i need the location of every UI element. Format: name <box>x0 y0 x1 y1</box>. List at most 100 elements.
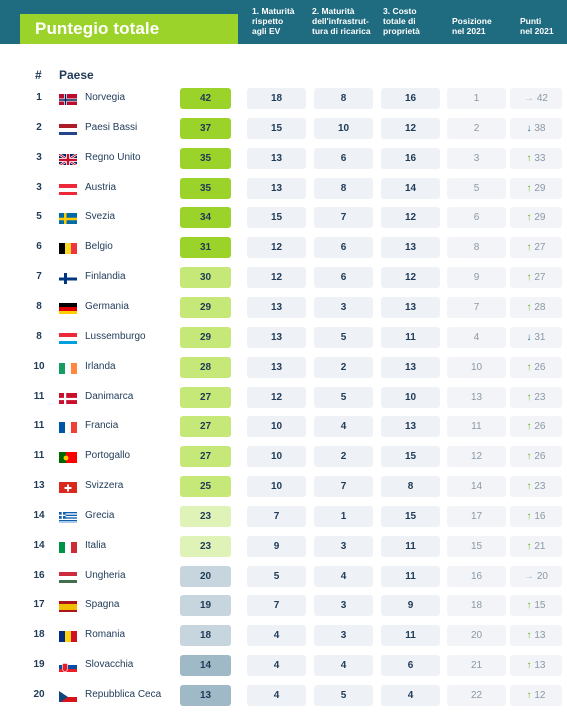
arrow-up-icon: ↑ <box>526 152 532 164</box>
ev-maturity-cell: 15 <box>247 117 306 139</box>
table-row: 11 Portogallo 27 10 2 15 12 ↑ 26 <box>0 442 567 472</box>
flag-gr-icon <box>59 511 77 523</box>
rank-column-header: # <box>35 68 42 82</box>
arrow-up-icon: ↑ <box>526 510 532 522</box>
country-column-header: Paese <box>59 68 94 82</box>
table-row: 20 Repubblica Ceca 13 4 5 4 22 ↑ 12 <box>0 681 567 711</box>
points-2021-value: 27 <box>531 272 546 284</box>
total-score-badge: 29 <box>180 296 231 318</box>
ev-maturity-cell: 4 <box>247 655 306 677</box>
flag-lu-icon <box>59 332 77 344</box>
ownership-cost-cell: 15 <box>381 446 440 468</box>
ownership-cost-cell: 9 <box>381 595 440 617</box>
table-row: 1 Norvegia 42 18 8 16 1 → 42 <box>0 84 567 114</box>
position-2021-cell: 10 <box>447 356 506 378</box>
points-2021-cell: ↑ 29 <box>510 207 562 229</box>
points-2021-value: 15 <box>531 600 546 612</box>
points-2021-cell: → 20 <box>510 565 562 587</box>
ev-maturity-cell: 15 <box>247 207 306 229</box>
points-2021-value: 12 <box>531 690 546 701</box>
position-2021-cell: 8 <box>447 237 506 259</box>
flag-es-icon <box>59 600 77 613</box>
position-2021-cell: 13 <box>447 386 506 408</box>
flag-it-icon <box>59 541 77 553</box>
points-2021-cell: ↑ 29 <box>510 177 562 199</box>
points-2021-cell: ↑ 15 <box>510 595 562 617</box>
flag-ro-icon <box>59 630 77 643</box>
flag-de-icon <box>59 302 77 314</box>
total-score-badge: 13 <box>180 685 231 706</box>
rank-cell: 8 <box>36 330 42 342</box>
ev-maturity-cell: 12 <box>247 267 306 289</box>
country-name: Lussemburgo <box>85 330 146 342</box>
charging-infra-cell: 2 <box>314 446 373 468</box>
flag-hu-icon <box>59 571 77 583</box>
table-row: 14 Italia 23 9 3 11 15 ↑ 21 <box>0 532 567 562</box>
arrow-up-icon: ↑ <box>526 272 532 284</box>
table-row: 14 Grecia 23 7 1 15 17 ↑ 16 <box>0 502 567 532</box>
total-score-badge: 34 <box>180 207 231 229</box>
header-col5: Punti nel 2021 <box>520 16 554 36</box>
points-2021-value: 16 <box>531 510 546 522</box>
table-row: 11 Danimarca 27 12 5 10 13 ↑ 23 <box>0 383 567 413</box>
flag-se-icon <box>59 212 77 225</box>
points-2021-value: 23 <box>531 391 546 403</box>
points-2021-cell: ↑ 26 <box>510 416 562 438</box>
arrow-up-icon: ↑ <box>526 182 532 194</box>
ev-maturity-cell: 13 <box>247 326 306 348</box>
ownership-cost-cell: 4 <box>381 685 440 706</box>
charging-infra-cell: 8 <box>314 88 373 109</box>
points-2021-value: 13 <box>531 630 546 642</box>
arrow-down-icon: ↓ <box>526 122 532 134</box>
position-2021-cell: 21 <box>447 655 506 677</box>
ownership-cost-cell: 11 <box>381 326 440 348</box>
flag-gb-icon <box>59 152 77 165</box>
points-2021-value: 21 <box>531 540 546 552</box>
rank-cell: 6 <box>36 241 42 253</box>
position-2021-cell: 20 <box>447 625 506 647</box>
points-2021-value: 13 <box>531 660 546 672</box>
charging-infra-cell: 4 <box>314 416 373 438</box>
ev-maturity-cell: 12 <box>247 386 306 408</box>
ev-maturity-cell: 7 <box>247 595 306 617</box>
country-name: Finlandia <box>85 271 126 283</box>
rank-cell: 11 <box>33 450 45 462</box>
arrow-up-icon: ↑ <box>526 242 532 254</box>
total-score-badge: 19 <box>180 595 231 617</box>
ownership-cost-cell: 15 <box>381 505 440 527</box>
arrow-right-icon: → <box>524 570 535 582</box>
total-score-badge: 29 <box>180 326 231 348</box>
ownership-cost-cell: 11 <box>381 625 440 647</box>
total-score-badge: 30 <box>180 267 231 289</box>
points-2021-cell: ↑ 23 <box>510 386 562 408</box>
rank-cell: 19 <box>33 659 45 671</box>
table-row: 8 Germania 29 13 3 13 7 ↑ 28 <box>0 293 567 323</box>
ownership-cost-cell: 13 <box>381 296 440 318</box>
charging-infra-cell: 10 <box>314 117 373 139</box>
table-row: 3 Austria 35 13 8 14 5 ↑ 29 <box>0 174 567 204</box>
table-row: 11 Francia 27 10 4 13 11 ↑ 26 <box>0 412 567 442</box>
position-2021-cell: 4 <box>447 326 506 348</box>
ev-maturity-cell: 10 <box>247 476 306 498</box>
arrow-up-icon: ↑ <box>526 391 532 403</box>
country-name: Irlanda <box>85 360 116 372</box>
ev-maturity-cell: 10 <box>247 446 306 468</box>
position-2021-cell: 11 <box>447 416 506 438</box>
points-2021-value: 26 <box>531 421 546 433</box>
points-2021-cell: ↑ 23 <box>510 476 562 498</box>
country-name: Svezia <box>85 211 116 223</box>
points-2021-cell: ↑ 16 <box>510 505 562 527</box>
total-score-badge: 23 <box>180 535 231 557</box>
position-2021-cell: 3 <box>447 147 506 169</box>
ownership-cost-cell: 13 <box>381 356 440 378</box>
points-2021-value: 31 <box>531 331 546 343</box>
ownership-cost-cell: 16 <box>381 147 440 169</box>
points-2021-value: 33 <box>531 152 546 164</box>
position-2021-cell: 1 <box>447 88 506 109</box>
ev-maturity-cell: 4 <box>247 685 306 706</box>
rank-cell: 14 <box>33 509 45 521</box>
position-2021-cell: 18 <box>447 595 506 617</box>
rank-cell: 13 <box>33 480 45 492</box>
charging-infra-cell: 3 <box>314 535 373 557</box>
charging-infra-cell: 3 <box>314 296 373 318</box>
